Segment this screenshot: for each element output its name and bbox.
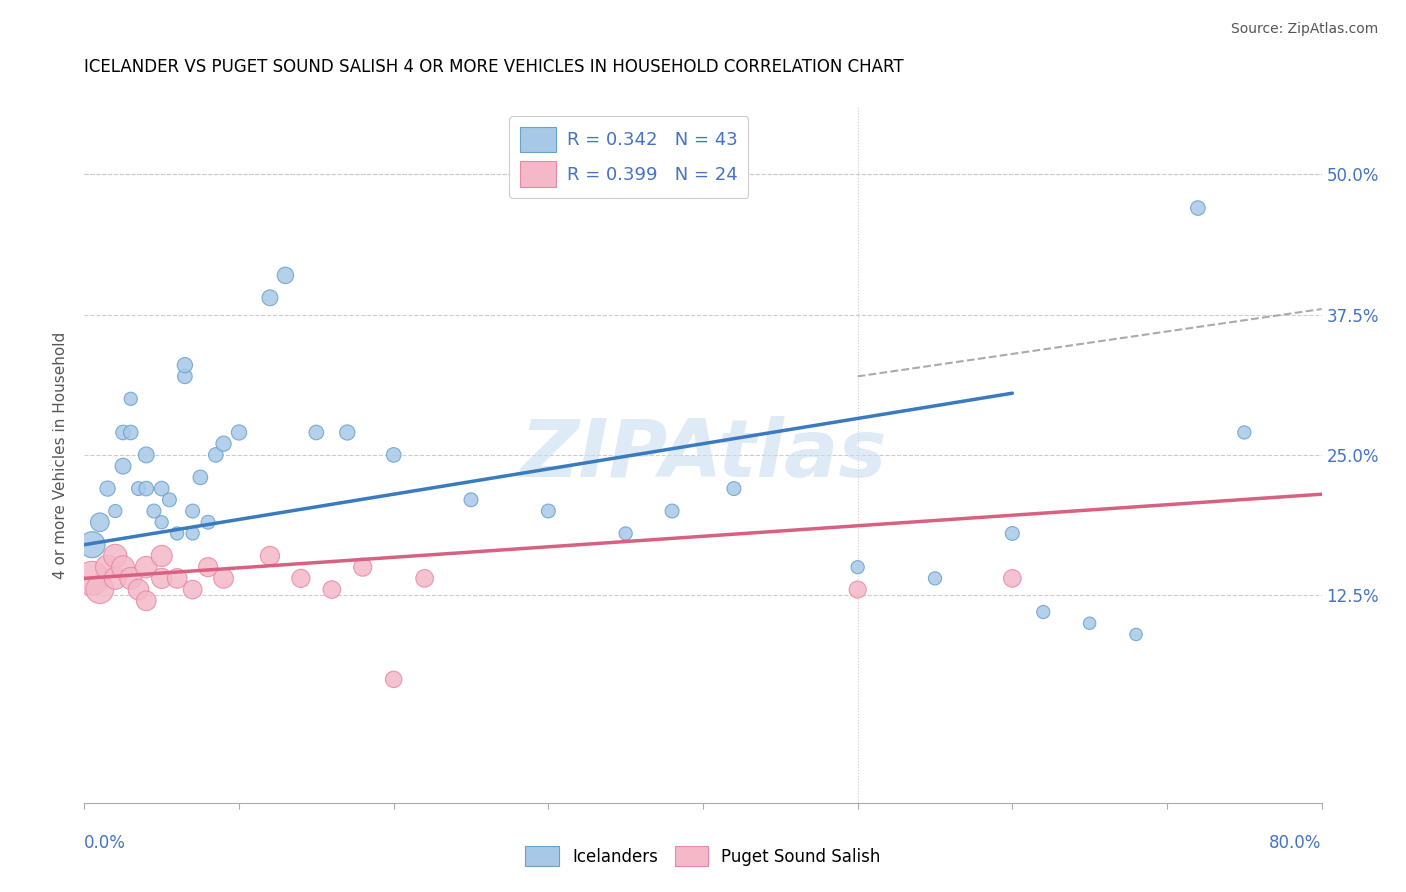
Point: [135, 448, 157, 462]
Point: [321, 582, 343, 597]
Point: [274, 268, 297, 283]
Point: [723, 482, 745, 496]
Point: [82, 538, 104, 552]
Point: [128, 582, 150, 597]
Legend: Icelanders, Puget Sound Salish: Icelanders, Puget Sound Salish: [517, 838, 889, 875]
Point: [120, 392, 142, 406]
Point: [104, 549, 127, 563]
Point: [1125, 627, 1147, 641]
Point: [120, 571, 142, 585]
Y-axis label: 4 or more Vehicles in Household: 4 or more Vehicles in Household: [53, 331, 69, 579]
Text: Source: ZipAtlas.com: Source: ZipAtlas.com: [1230, 22, 1378, 37]
Point: [120, 425, 142, 440]
Point: [112, 560, 135, 574]
Point: [460, 492, 482, 507]
Point: [97, 560, 120, 574]
Point: [181, 582, 204, 597]
Point: [1233, 425, 1256, 440]
Point: [150, 515, 173, 529]
Point: [166, 571, 188, 585]
Point: [89, 515, 111, 529]
Point: [112, 459, 135, 474]
Text: ICELANDER VS PUGET SOUND SALISH 4 OR MORE VEHICLES IN HOUSEHOLD CORRELATION CHAR: ICELANDER VS PUGET SOUND SALISH 4 OR MOR…: [84, 58, 904, 76]
Point: [166, 526, 188, 541]
Point: [305, 425, 328, 440]
Point: [135, 560, 157, 574]
Point: [188, 470, 212, 484]
Point: [197, 515, 219, 529]
Point: [846, 560, 869, 574]
Point: [413, 571, 436, 585]
Point: [336, 425, 359, 440]
Point: [174, 358, 197, 372]
Point: [846, 582, 869, 597]
Point: [205, 448, 228, 462]
Point: [135, 482, 157, 496]
Text: 80.0%: 80.0%: [1270, 834, 1322, 852]
Point: [1187, 201, 1209, 215]
Point: [135, 594, 157, 608]
Point: [924, 571, 946, 585]
Point: [1078, 616, 1101, 631]
Point: [614, 526, 637, 541]
Point: [212, 436, 235, 450]
Text: 0.0%: 0.0%: [84, 834, 127, 852]
Point: [290, 571, 312, 585]
Point: [181, 526, 204, 541]
Point: [150, 549, 173, 563]
Point: [150, 571, 173, 585]
Point: [104, 504, 127, 518]
Point: [259, 549, 281, 563]
Point: [150, 482, 173, 496]
Point: [382, 673, 405, 687]
Point: [159, 492, 181, 507]
Point: [128, 482, 150, 496]
Point: [82, 571, 104, 585]
Point: [661, 504, 683, 518]
Point: [1032, 605, 1054, 619]
Point: [143, 504, 166, 518]
Point: [382, 448, 405, 462]
Point: [97, 482, 120, 496]
Point: [181, 504, 204, 518]
Point: [537, 504, 560, 518]
Legend: R = 0.342   N = 43, R = 0.399   N = 24: R = 0.342 N = 43, R = 0.399 N = 24: [509, 116, 748, 198]
Point: [1001, 571, 1024, 585]
Point: [352, 560, 374, 574]
Point: [228, 425, 250, 440]
Point: [197, 560, 219, 574]
Point: [89, 582, 111, 597]
Point: [174, 369, 197, 384]
Point: [104, 571, 127, 585]
Point: [259, 291, 281, 305]
Point: [1001, 526, 1024, 541]
Point: [112, 425, 135, 440]
Text: ZIPAtlas: ZIPAtlas: [520, 416, 886, 494]
Point: [212, 571, 235, 585]
